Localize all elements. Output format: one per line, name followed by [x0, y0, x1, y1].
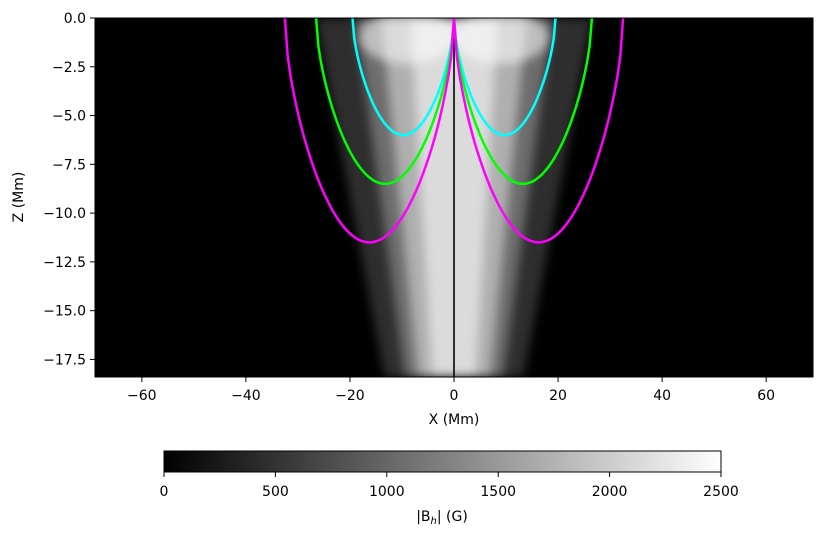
colorbar-tick-label: 1000: [369, 484, 405, 500]
field-line-curves: [283, 18, 625, 244]
colorbar-tick-label: 2500: [703, 484, 739, 500]
y-tick-label: −12.5: [43, 255, 86, 271]
y-tick-label: −15.0: [43, 304, 86, 320]
field-line-curve: [452, 18, 594, 186]
x-tick-label: −60: [127, 388, 157, 404]
y-axis-label: Z (Mm): [11, 172, 27, 223]
field-line-curve: [452, 18, 557, 137]
colorbar-tick-label: 0: [160, 484, 169, 500]
field-line-curve: [283, 18, 456, 244]
colorbar-tick-label: 500: [262, 484, 289, 500]
y-tick-label: −2.5: [52, 60, 86, 76]
x-axis: −60 −40 −20 0 20 40 60: [127, 377, 775, 404]
colorbar-gradient: [163, 450, 722, 473]
colorbar-label: |Bh| (G): [416, 509, 468, 527]
y-axis: 0.0 −2.5 −5.0 −7.5 −10.0 −12.5 −15.0 −17.5: [43, 11, 95, 368]
heatmap-plot: [94, 17, 814, 378]
y-tick-label: −17.5: [43, 352, 86, 368]
field-line-curve: [452, 18, 625, 244]
surface-lobe: [452, 18, 549, 64]
field-intensity-image: [315, 18, 593, 377]
x-tick-label: −20: [335, 388, 365, 404]
y-tick-label: −5.0: [52, 109, 86, 125]
colorbar-label-main: |B: [416, 509, 430, 525]
x-tick-label: 20: [549, 388, 567, 404]
surface-lobe: [359, 18, 456, 64]
x-tick-label: 0: [450, 388, 459, 404]
field-line-curve: [314, 18, 456, 186]
x-axis-label: X (Mm): [429, 412, 480, 428]
colorbar-tick-label: 2000: [592, 484, 628, 500]
colorbar-tick-label: 1500: [480, 484, 516, 500]
colorbar-ticks: 0 500 1000 1500 2000 2500: [160, 472, 739, 500]
y-tick-label: 0.0: [64, 11, 86, 27]
x-tick-label: 40: [653, 388, 671, 404]
x-tick-label: −40: [231, 388, 261, 404]
colorbar: 0 500 1000 1500 2000 2500 |Bh| (G): [160, 450, 739, 527]
x-tick-label: 60: [757, 388, 775, 404]
field-line-curve: [351, 18, 456, 137]
y-tick-label: −7.5: [52, 157, 86, 173]
colorbar-label-sub: h: [431, 516, 437, 527]
colorbar-label-tail: | (G): [437, 509, 468, 525]
y-tick-label: −10.0: [43, 206, 86, 222]
